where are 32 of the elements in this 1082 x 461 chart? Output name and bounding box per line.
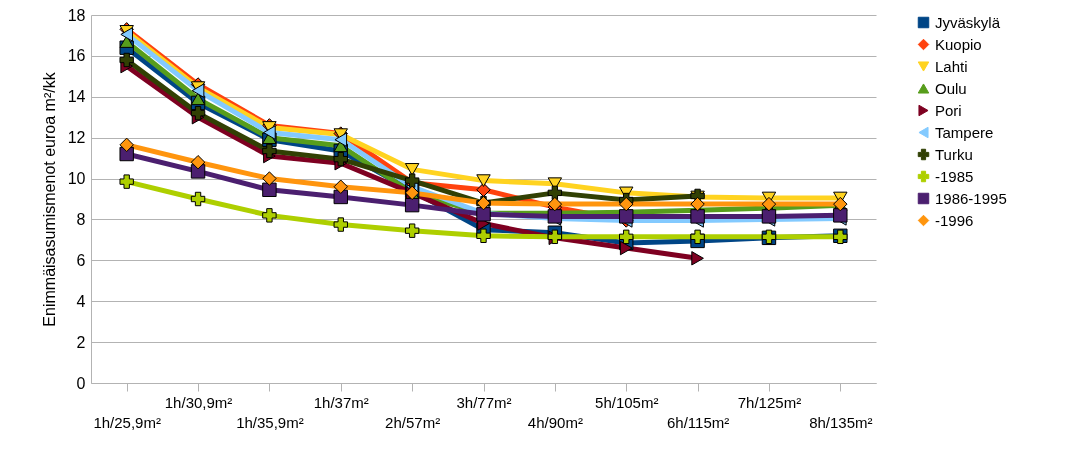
legend-label: Pori [935,101,962,119]
x-tick-label: 2h/57m² [385,413,441,431]
y-tick-label: 14 [67,88,86,106]
legend-label: Jyväskylä [935,13,1001,31]
legend-label: Lahti [935,57,968,75]
x-tick-label: 1h/35,9m² [236,413,304,431]
y-tick-label: 6 [76,251,86,269]
legend-label: Tampere [935,123,994,141]
x-tick-label: 4h/90m² [527,413,583,431]
y-tick-label: 16 [67,47,86,65]
y-tick-label: 18 [67,6,86,24]
x-tick-label: 6h/115m² [666,413,730,431]
x-tick-label: 8h/135m² [809,413,873,431]
y-tick-label: 0 [76,374,86,392]
y-axis-title: Enimmäisasumismenot euroa m²/kk [40,71,58,327]
legend-label: Turku [935,145,973,163]
x-tick-label: 3h/77m² [456,393,512,411]
x-tick-label: 5h/105m² [595,393,659,411]
legend-label: -1985 [935,167,974,185]
x-tick-label: 1h/30,9m² [164,393,233,411]
y-tick-label: 4 [76,292,86,310]
legend-label: -1996 [935,211,974,229]
y-tick-label: 12 [67,129,86,147]
x-tick-label: 7h/125m² [737,393,802,411]
legend-label: 1986-1995 [935,189,1007,207]
x-tick-label: 1h/25,9m² [93,413,161,431]
legend-label: Kuopio [935,35,982,53]
x-tick-label: 1h/37m² [313,393,369,411]
legend-label: Oulu [935,79,967,97]
y-tick-label: 2 [76,333,86,351]
y-tick-label: 8 [76,210,86,228]
y-tick-label: 10 [67,170,86,188]
